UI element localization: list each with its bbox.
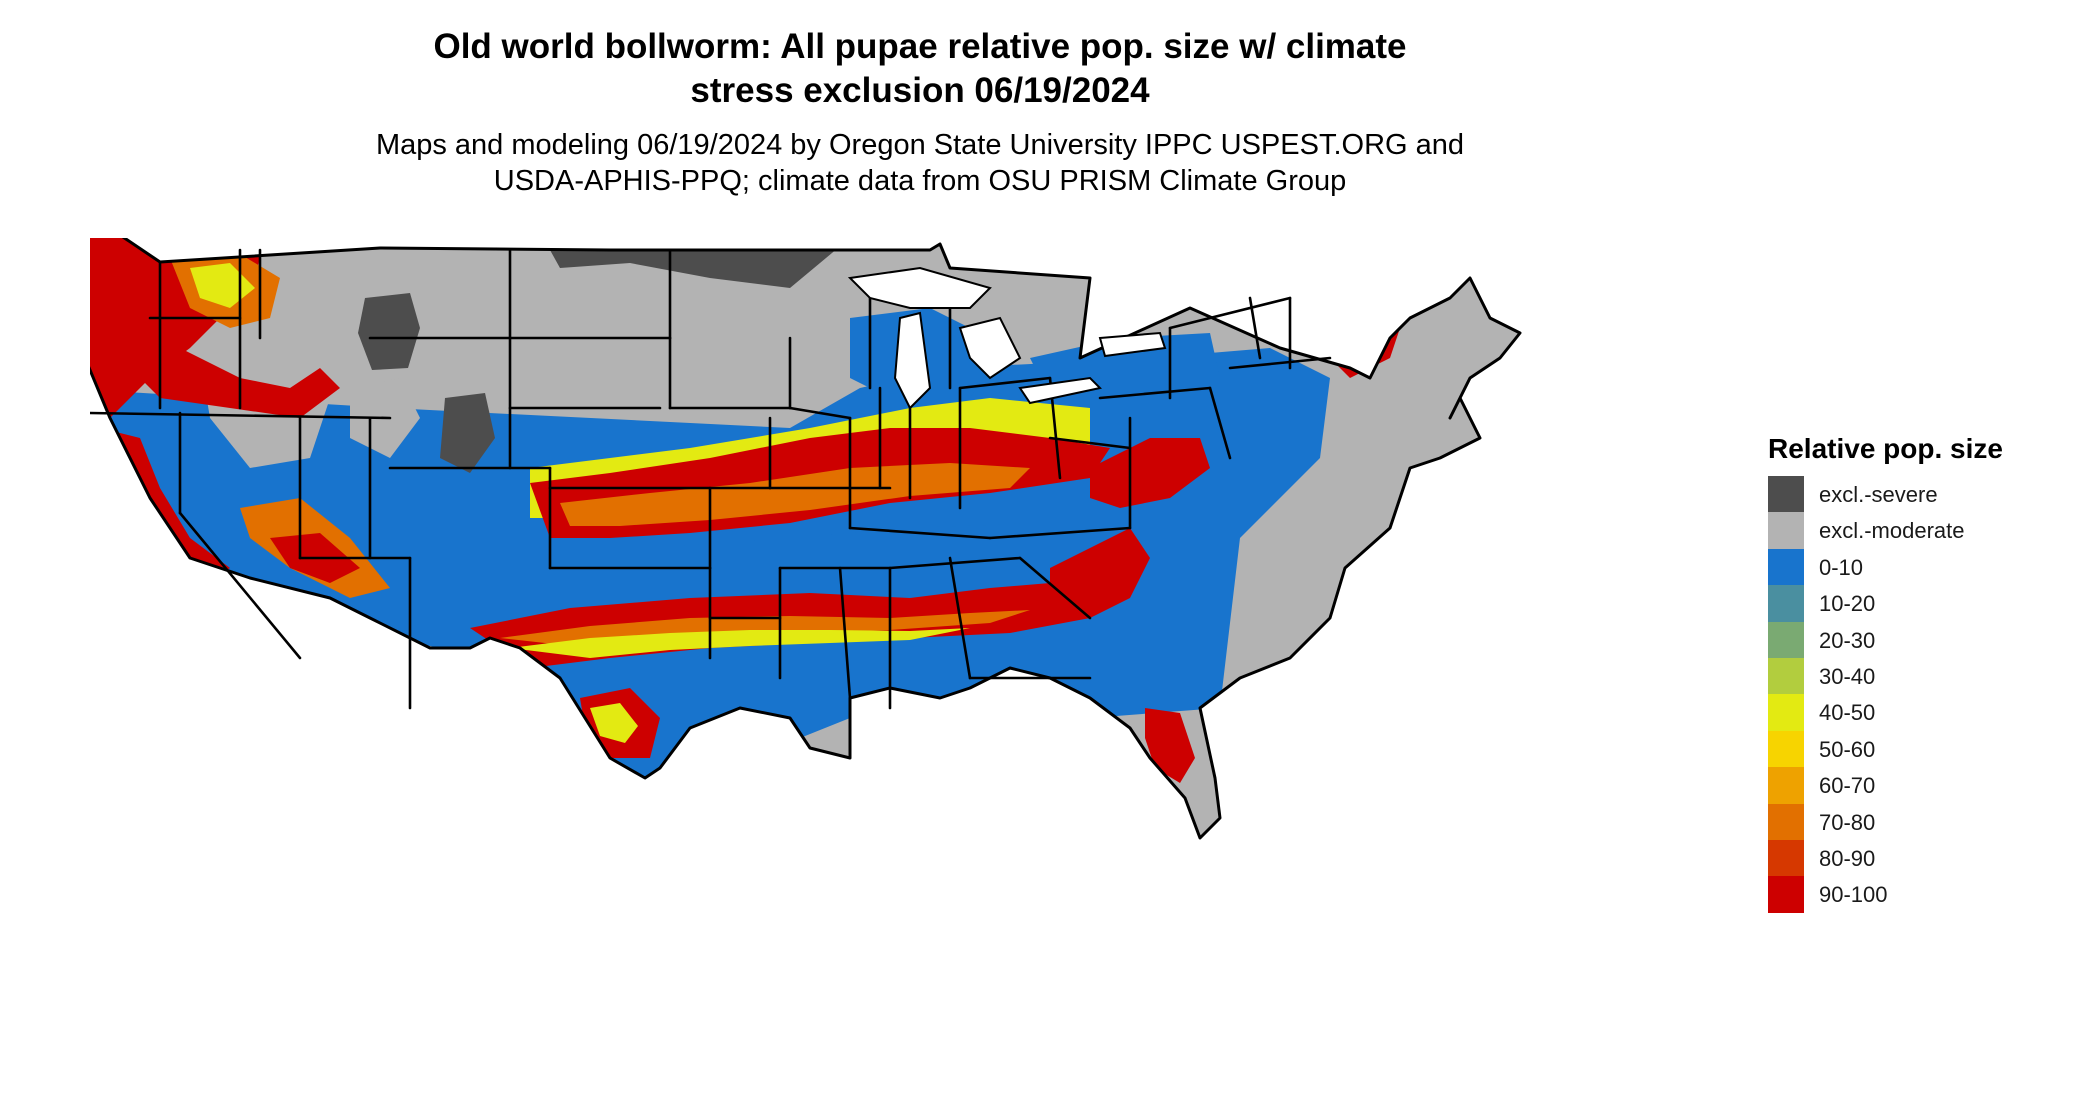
state-border bbox=[788, 406, 852, 420]
us-risk-map bbox=[90, 238, 1522, 840]
legend-label: 20-30 bbox=[1819, 627, 1876, 653]
legend-label: 90-100 bbox=[1819, 882, 1888, 908]
lake-superior bbox=[847, 266, 992, 309]
map-title-line-1: Old world bollworm: All pupae relative p… bbox=[433, 27, 1407, 66]
legend-label: 80-90 bbox=[1819, 845, 1876, 871]
state-border bbox=[958, 376, 1052, 390]
state-border bbox=[90, 411, 392, 420]
legend-item: excl.-severe bbox=[1768, 476, 2078, 513]
state-border bbox=[1228, 356, 1332, 370]
legend-swatch bbox=[1768, 694, 1804, 731]
legend-item: 0-10 bbox=[1768, 548, 2078, 586]
legend-swatch bbox=[1768, 839, 1804, 877]
state-border bbox=[1208, 386, 1232, 460]
us-outline bbox=[90, 238, 1522, 840]
zone-excl-severe bbox=[358, 293, 420, 370]
legend-swatch bbox=[1768, 803, 1804, 840]
legend-label: 40-50 bbox=[1819, 700, 1876, 726]
legend-item: 90-100 bbox=[1768, 876, 2078, 913]
zone-excl-severe bbox=[1310, 278, 1370, 338]
zone-90-100 bbox=[1090, 438, 1210, 508]
legend-item: 20-30 bbox=[1768, 621, 2078, 658]
map-layer bbox=[90, 238, 1522, 840]
lake-huron bbox=[958, 316, 1022, 380]
legend-item: 60-70 bbox=[1768, 767, 2078, 804]
state-border bbox=[888, 556, 1022, 570]
legend-swatch bbox=[1768, 657, 1804, 695]
state-border bbox=[1248, 296, 1262, 360]
legend-item: 10-20 bbox=[1768, 585, 2078, 622]
legend-label: 0-10 bbox=[1819, 554, 1864, 580]
zone-40-50 bbox=[590, 703, 638, 743]
legend-item: 70-80 bbox=[1768, 803, 2078, 840]
legend-item: 30-40 bbox=[1768, 657, 2078, 695]
lake-erie bbox=[1018, 376, 1103, 405]
zone-40-50 bbox=[510, 628, 970, 658]
state-border bbox=[1098, 386, 1212, 400]
lake-ontario bbox=[1098, 331, 1167, 358]
state-border bbox=[838, 566, 852, 700]
legend-label: 50-60 bbox=[1819, 736, 1876, 762]
legend-swatch bbox=[1768, 548, 1804, 586]
legend-swatch bbox=[1768, 585, 1804, 622]
legend-label: excl.-moderate bbox=[1819, 518, 1965, 544]
zone-90-100 bbox=[1145, 708, 1195, 783]
state-border bbox=[178, 511, 302, 660]
legend-rows: excl.-severe excl.-moderate 0-10 10-20 20-30… bbox=[1768, 476, 2078, 913]
zone-90-100 bbox=[120, 348, 340, 418]
state-border bbox=[1168, 296, 1292, 330]
zone-90-100 bbox=[1050, 528, 1150, 618]
legend-item: excl.-moderate bbox=[1768, 512, 2078, 549]
zone-excl-severe bbox=[440, 393, 495, 473]
map-title-line-2: stress exclusion 06/19/2024 bbox=[690, 71, 1150, 110]
state-border bbox=[848, 526, 992, 540]
legend-item: 40-50 bbox=[1768, 694, 2078, 731]
legend-label: excl.-severe bbox=[1819, 482, 1938, 507]
state-border bbox=[1048, 436, 1132, 450]
legend-swatch bbox=[1768, 730, 1804, 768]
map-subtitle-line-1: Maps and modeling 06/19/2024 by Oregon S… bbox=[375, 129, 1465, 161]
legend-label: 70-80 bbox=[1819, 809, 1876, 835]
legend-swatch bbox=[1768, 767, 1804, 804]
legend-label: 30-40 bbox=[1819, 663, 1876, 689]
legend-title: Relative pop. size bbox=[1768, 433, 2003, 464]
legend-swatch bbox=[1768, 876, 1804, 913]
legend-swatch bbox=[1768, 476, 1804, 513]
legend-item: 80-90 bbox=[1768, 839, 2078, 877]
state-border bbox=[948, 556, 972, 680]
zone-0-10 bbox=[510, 523, 1140, 618]
lake-michigan bbox=[893, 311, 932, 410]
legend-label: 60-70 bbox=[1819, 773, 1876, 799]
state-border bbox=[1018, 556, 1092, 620]
legend: Relative pop. size excl.-severe excl.-mod… bbox=[1768, 432, 2078, 913]
zone-70-80 bbox=[560, 463, 1030, 526]
legend-item: 50-60 bbox=[1768, 730, 2078, 768]
state-border bbox=[988, 526, 1132, 540]
map-subtitle-line-2: USDA-APHIS-PPQ; climate data from OSU PR… bbox=[493, 165, 1347, 197]
legend-label: 10-20 bbox=[1819, 591, 1876, 617]
zone-excl-severe bbox=[510, 238, 850, 288]
legend-swatch bbox=[1768, 512, 1804, 549]
legend-swatch bbox=[1768, 621, 1804, 658]
